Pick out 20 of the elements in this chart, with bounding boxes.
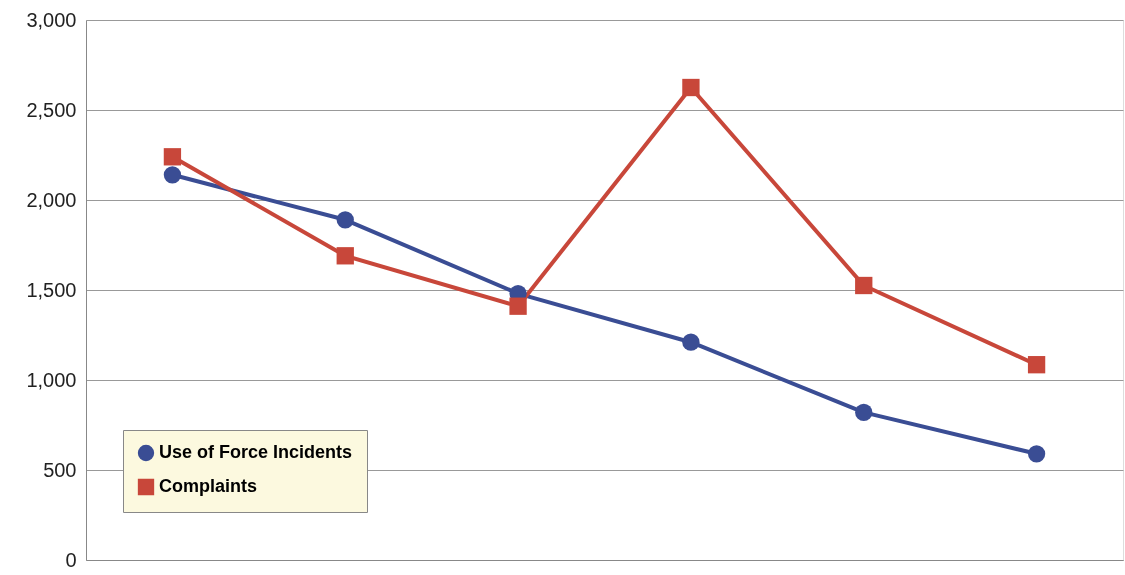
point [682,333,700,351]
legend-label: Complaints [159,476,258,496]
y-tick-label: 2,000 [26,188,77,211]
y-tick-label: 3,000 [26,8,77,31]
legend-label: Use of Force Incidents [159,442,353,462]
point [1027,356,1046,374]
point [855,276,873,295]
point [1027,445,1046,463]
point [336,211,354,229]
y-tick-label: 1,500 [26,278,77,301]
y-tick-label: 500 [43,458,77,481]
point [855,403,873,422]
point [163,166,182,184]
y-tick-label: 2,500 [26,98,77,121]
point [509,297,527,315]
point [682,78,700,97]
point [163,148,182,166]
y-tick-label: 0 [65,548,77,571]
y-tick-label: 1,000 [26,368,77,391]
point [336,247,354,265]
